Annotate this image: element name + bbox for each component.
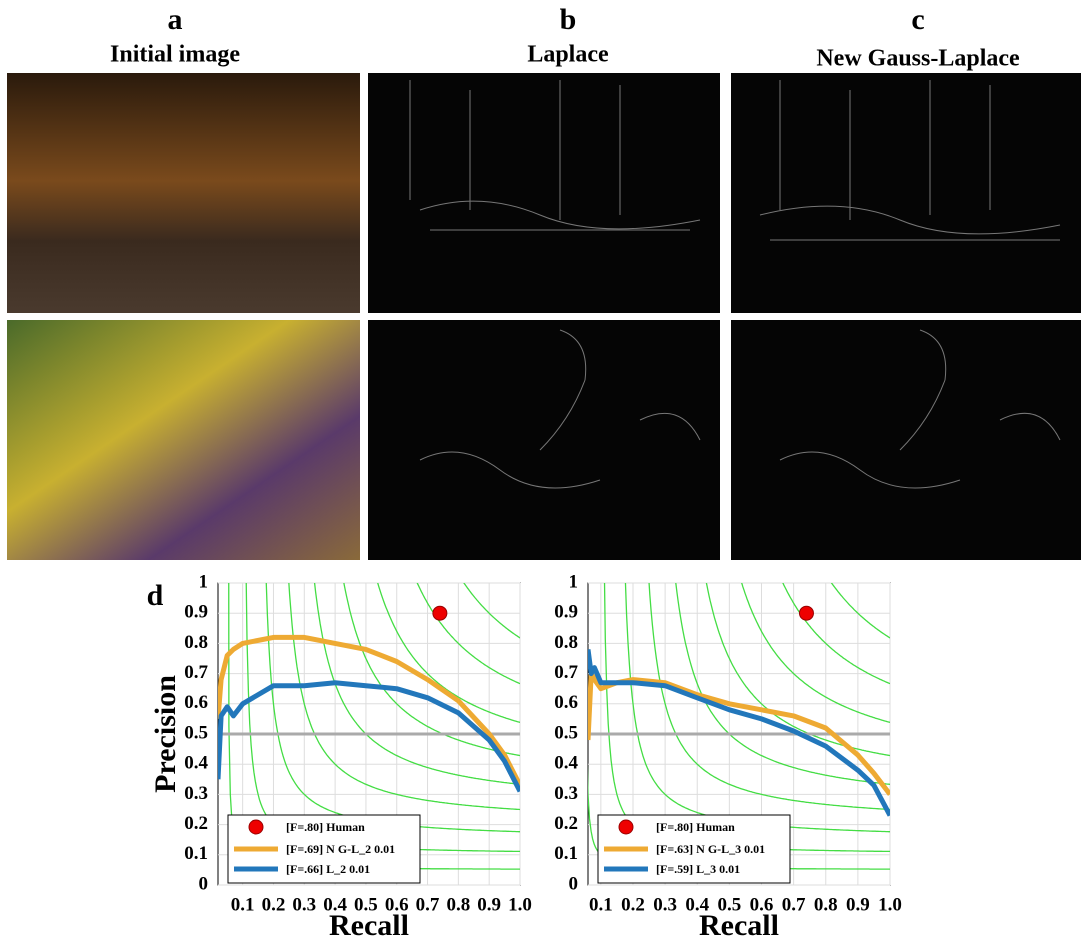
legend-label: [F=.69] N G-L_2 0.01 <box>286 842 395 856</box>
y-tick-label: 0.6 <box>554 692 578 713</box>
y-tick-label: 0.7 <box>184 662 208 683</box>
y-tick-label: 0 <box>199 873 209 894</box>
y-tick-label: 0.1 <box>554 843 578 864</box>
y-tick-label: 0.2 <box>554 813 578 834</box>
y-tick-label: 0.2 <box>184 813 208 834</box>
legend-marker <box>249 820 263 834</box>
x-tick-label: 1.0 <box>508 894 532 915</box>
x-tick-label: 0.3 <box>653 894 677 915</box>
y-tick-label: 0.6 <box>184 692 208 713</box>
x-tick-label: 0.9 <box>846 894 870 915</box>
x-tick-label: 0.7 <box>782 894 806 915</box>
y-tick-label: 0.8 <box>554 632 578 653</box>
y-tick-label: 0.3 <box>184 783 208 804</box>
y-tick-label: 0.4 <box>554 753 578 774</box>
y-tick-label: 0.8 <box>184 632 208 653</box>
panel-title: Initial image <box>110 42 240 68</box>
x-tick-label: 0.9 <box>477 894 501 915</box>
x-tick-label: 0.1 <box>231 894 255 915</box>
legend-label: [F=.63] N G-L_3 0.01 <box>656 842 765 856</box>
x-tick-label: 0.8 <box>814 894 838 915</box>
figure: a Initial image b Laplace c New Gauss-La… <box>0 0 1081 942</box>
y-tick-label: 1 <box>199 571 209 592</box>
y-tick-label: 0.9 <box>184 602 208 623</box>
x-tick-label: 0.3 <box>292 894 316 915</box>
panel-letter: b <box>560 3 577 36</box>
laplace-ducks <box>368 73 720 313</box>
gauss-laplace-ducks <box>731 73 1081 313</box>
panel-title: Laplace <box>527 42 609 68</box>
legend-marker <box>619 820 633 834</box>
x-tick-label: 0.2 <box>262 894 286 915</box>
y-tick-label: 0.3 <box>554 783 578 804</box>
y-tick-label: 0.5 <box>554 722 578 743</box>
legend-label: [F=.80] Human <box>286 820 365 834</box>
y-tick-label: 0.5 <box>184 722 208 743</box>
x-axis-label: Recall <box>699 909 779 942</box>
panel-title: New Gauss-Laplace <box>816 46 1020 72</box>
photo-ducks <box>7 73 360 313</box>
legend-label: [F=.80] Human <box>656 820 735 834</box>
y-axis-label: Precision <box>149 675 182 793</box>
x-tick-label: 0.2 <box>621 894 645 915</box>
y-tick-label: 0 <box>569 873 579 894</box>
y-tick-label: 0.1 <box>184 843 208 864</box>
y-tick-label: 0.4 <box>184 753 208 774</box>
legend-label: [F=.66] L_2 0.01 <box>286 862 370 876</box>
human-point <box>433 606 447 620</box>
gauss-laplace-market <box>731 320 1081 560</box>
panel-letter: c <box>911 3 924 36</box>
panel-letter: a <box>168 3 183 36</box>
x-axis-label: Recall <box>329 909 409 942</box>
photo-market <box>7 320 360 560</box>
x-tick-label: 0.1 <box>589 894 613 915</box>
human-point <box>799 606 813 620</box>
legend-label: [F=.59] L_3 0.01 <box>656 862 740 876</box>
laplace-market <box>368 320 720 560</box>
y-tick-label: 0.9 <box>554 602 578 623</box>
x-tick-label: 0.7 <box>416 894 440 915</box>
y-tick-label: 0.7 <box>554 662 578 683</box>
x-tick-label: 1.0 <box>878 894 902 915</box>
y-tick-label: 1 <box>569 571 579 592</box>
panel-letter: d <box>147 579 164 612</box>
x-tick-label: 0.8 <box>446 894 470 915</box>
